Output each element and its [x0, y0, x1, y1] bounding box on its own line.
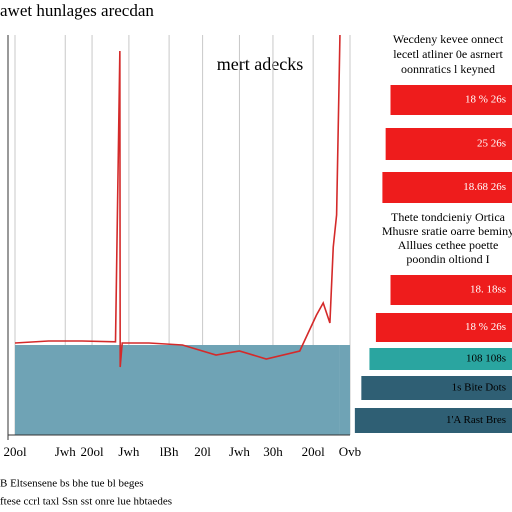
note: Thete tondcieniy Ortica: [391, 210, 506, 224]
hbar: [385, 128, 512, 160]
x-tick-label: Ovb: [339, 444, 361, 459]
footer-note: ftese ccrl taxl Ssn sst onre lue hbtaede…: [0, 496, 172, 508]
hbar: [361, 376, 512, 400]
x-tick-label: 30h: [263, 444, 283, 459]
note: lecetl atliner 0e asrnert: [393, 47, 503, 61]
hbar-label: 25 26s: [477, 138, 506, 150]
area-extent: [339, 345, 350, 435]
x-tick-label: lBh: [160, 444, 179, 459]
hbar-label: 18 % 26s: [465, 94, 506, 106]
hbar-label: 108 108s: [466, 353, 506, 365]
chart-title: awet hunlages arecdan: [0, 1, 154, 20]
note: Alllues cethee poette: [398, 238, 499, 252]
annotation: mert adecks: [217, 54, 303, 74]
line: [14, 34, 341, 368]
hbar-label: 18. 18ss: [470, 284, 506, 296]
hbar: [390, 275, 512, 305]
x-tick-label: Jwh: [229, 444, 250, 459]
hbar-label: 18.68 26s: [463, 181, 506, 193]
x-tick-label: 20l: [194, 444, 211, 459]
footer-note: B Eltsensene bs bhe tue bl beges: [0, 478, 144, 490]
hbar: [354, 408, 512, 433]
x-tick-label: 20ol: [80, 444, 104, 459]
hbar-label: 1'A Rast Bres: [446, 414, 506, 426]
x-tick-label: Jwh: [55, 444, 76, 459]
hbar: [375, 313, 512, 342]
note: Wecdeny kevee onnect: [393, 32, 504, 46]
x-tick-label: Jwh: [118, 444, 139, 459]
hbar: [369, 348, 512, 370]
note: Mhusre sratie oarre beminy: [382, 224, 512, 238]
note: poondin oltiond I: [406, 252, 489, 266]
area: [15, 345, 340, 435]
note: oonnratics l keyned: [401, 62, 495, 76]
x-tick-label: 20ol: [3, 444, 27, 459]
hbar-label: 1s Bite Dots: [452, 382, 506, 394]
hbar: [390, 85, 512, 115]
hbar: [382, 172, 512, 203]
hbar-label: 18 % 26s: [465, 321, 506, 333]
x-tick-label: 20ol: [302, 444, 326, 459]
